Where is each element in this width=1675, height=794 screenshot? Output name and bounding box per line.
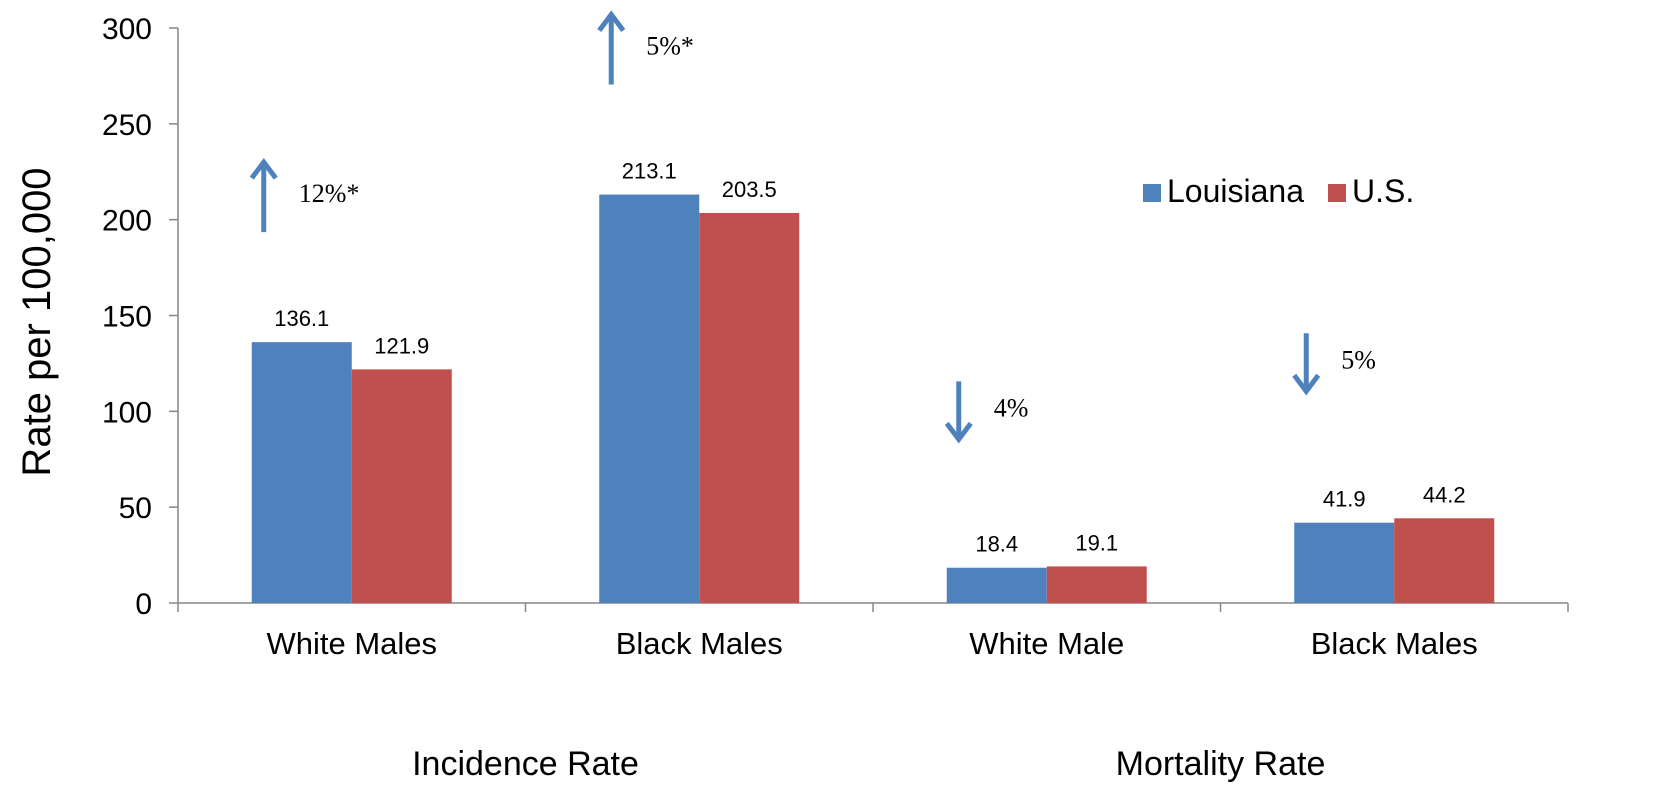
trend-annotations: 12%* 5%* 4% 5% bbox=[249, 10, 1376, 444]
data-label: 41.9 bbox=[1323, 487, 1366, 512]
data-label: 19.1 bbox=[1075, 530, 1118, 555]
data-label: 203.5 bbox=[722, 177, 777, 202]
legend-label: U.S. bbox=[1352, 173, 1414, 209]
y-axis-label: Rate per 100,000 bbox=[15, 167, 59, 476]
data-label: 213.1 bbox=[622, 159, 677, 184]
trend-percent-label: 5%* bbox=[646, 32, 694, 61]
x-tick-label: White Male bbox=[969, 626, 1124, 661]
bar bbox=[1046, 566, 1147, 603]
bar bbox=[351, 369, 452, 603]
data-label: 121.9 bbox=[374, 333, 429, 358]
data-label: 136.1 bbox=[274, 306, 329, 331]
y-tick-label: 0 bbox=[135, 588, 152, 621]
down-arrow-icon bbox=[944, 421, 973, 444]
x-tick-label: Black Males bbox=[616, 626, 783, 661]
group-label: Incidence Rate bbox=[412, 745, 639, 783]
y-tick-label: 100 bbox=[102, 396, 152, 429]
group-label: Mortality Rate bbox=[1116, 745, 1326, 783]
bar bbox=[699, 212, 800, 604]
down-arrow-icon bbox=[1292, 373, 1321, 396]
data-label: 44.2 bbox=[1423, 482, 1466, 507]
trend-percent-label: 12%* bbox=[299, 179, 360, 208]
trend-percent-label: 5% bbox=[1341, 345, 1376, 374]
bar bbox=[251, 342, 352, 603]
legend-label: Louisiana bbox=[1167, 173, 1304, 209]
y-tick-label: 300 bbox=[102, 13, 152, 46]
x-tick-label: Black Males bbox=[1311, 626, 1478, 661]
bar bbox=[946, 567, 1047, 603]
legend: Louisiana U.S. bbox=[1143, 173, 1414, 209]
y-tick-label: 150 bbox=[102, 301, 152, 334]
bar bbox=[1394, 518, 1495, 603]
legend-swatch bbox=[1143, 184, 1161, 202]
bar bbox=[599, 194, 700, 603]
legend-swatch bbox=[1328, 184, 1346, 202]
axes: 0 50 100 150 200 250 300 White Males Black Males… bbox=[102, 13, 1569, 783]
x-tick-label: White Males bbox=[266, 626, 437, 661]
data-label: 18.4 bbox=[975, 532, 1018, 557]
up-arrow-icon bbox=[597, 10, 626, 33]
y-tick-label: 200 bbox=[102, 205, 152, 238]
y-tick-label: 250 bbox=[102, 109, 152, 142]
up-arrow-icon bbox=[249, 157, 278, 180]
y-tick-label: 50 bbox=[119, 492, 152, 525]
trend-percent-label: 4% bbox=[994, 393, 1029, 422]
bars: 136.1 213.1 18.4 41.9 121.9 203.5 19.1 44.2 bbox=[251, 159, 1495, 604]
bar bbox=[1294, 522, 1395, 603]
